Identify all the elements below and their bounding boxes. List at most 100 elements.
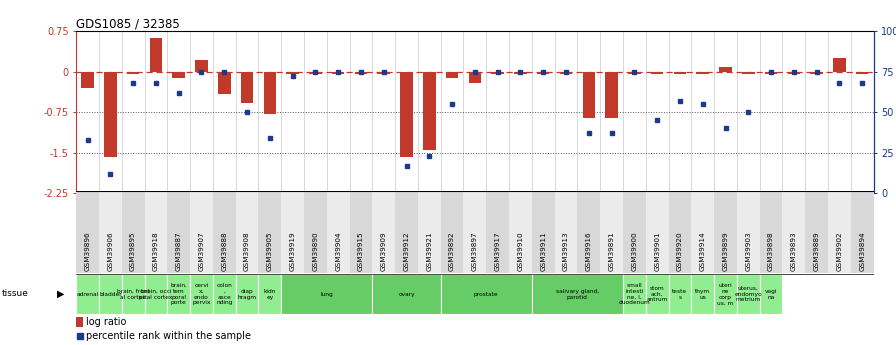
Bar xyxy=(349,191,373,273)
Bar xyxy=(765,71,778,74)
Bar xyxy=(441,274,532,314)
Bar xyxy=(742,71,754,74)
Bar xyxy=(150,38,162,71)
Text: brain, front
al cortex: brain, front al cortex xyxy=(116,289,150,299)
Text: GSM39901: GSM39901 xyxy=(654,231,660,271)
Bar xyxy=(213,191,236,273)
Bar xyxy=(122,191,144,273)
Bar xyxy=(788,71,800,74)
Text: colon
,
asce
nding: colon , asce nding xyxy=(216,283,232,305)
Text: GSM39898: GSM39898 xyxy=(768,231,774,271)
Bar xyxy=(332,71,344,74)
Text: stom
ach,
antrum: stom ach, antrum xyxy=(647,286,668,303)
Text: GSM39905: GSM39905 xyxy=(267,231,272,271)
Bar xyxy=(287,71,299,74)
Bar xyxy=(236,191,258,273)
Bar xyxy=(263,71,276,114)
Bar xyxy=(82,71,94,88)
Text: GSM39920: GSM39920 xyxy=(677,231,683,271)
Bar xyxy=(241,71,254,103)
Bar xyxy=(532,274,623,314)
Bar xyxy=(423,71,435,150)
Text: bladder: bladder xyxy=(99,292,122,297)
Text: kidn
ey: kidn ey xyxy=(263,289,276,299)
Bar xyxy=(418,191,441,273)
Text: log ratio: log ratio xyxy=(86,317,126,327)
Bar xyxy=(99,191,122,273)
Bar xyxy=(373,274,441,314)
Bar xyxy=(582,71,595,118)
Bar xyxy=(99,274,122,314)
Bar xyxy=(737,191,760,273)
Bar xyxy=(258,191,281,273)
Text: percentile rank within the sample: percentile rank within the sample xyxy=(86,331,251,341)
Bar xyxy=(355,71,367,74)
Bar xyxy=(104,71,116,157)
Bar xyxy=(122,274,144,314)
Text: GSM39918: GSM39918 xyxy=(153,231,159,271)
Bar xyxy=(172,71,185,78)
Bar xyxy=(810,71,823,74)
Text: uterus,
endomyo
metrium: uterus, endomyo metrium xyxy=(735,286,762,303)
Text: small
intesti
ne, I,
duodenum: small intesti ne, I, duodenum xyxy=(618,283,650,305)
Bar xyxy=(395,191,418,273)
Bar xyxy=(668,274,692,314)
Text: vagi
na: vagi na xyxy=(765,289,778,299)
Bar xyxy=(168,274,190,314)
Bar xyxy=(714,191,737,273)
Bar xyxy=(377,71,390,74)
Bar xyxy=(737,274,760,314)
Text: GSM39917: GSM39917 xyxy=(495,231,501,271)
Bar xyxy=(760,191,782,273)
Bar xyxy=(856,71,868,74)
Bar xyxy=(446,71,459,78)
Bar xyxy=(668,191,692,273)
Text: GSM39893: GSM39893 xyxy=(791,231,797,271)
Bar xyxy=(195,60,208,71)
Bar xyxy=(646,274,668,314)
Bar xyxy=(577,191,600,273)
Bar xyxy=(806,191,828,273)
Bar xyxy=(76,317,83,327)
Bar xyxy=(281,274,373,314)
Bar xyxy=(441,191,463,273)
Text: GSM39913: GSM39913 xyxy=(563,231,569,271)
Text: thym
us: thym us xyxy=(695,289,711,299)
Bar xyxy=(491,71,504,74)
Text: GSM39897: GSM39897 xyxy=(472,231,478,271)
Text: ovary: ovary xyxy=(398,292,415,297)
Bar xyxy=(127,71,140,74)
Bar xyxy=(218,71,230,94)
Text: prostate: prostate xyxy=(474,292,498,297)
Bar xyxy=(623,274,646,314)
Bar xyxy=(537,71,549,74)
Text: GDS1085 / 32385: GDS1085 / 32385 xyxy=(76,17,180,30)
Text: teste
s: teste s xyxy=(672,289,687,299)
Text: GSM39921: GSM39921 xyxy=(426,231,432,271)
Bar xyxy=(760,274,782,314)
Bar xyxy=(373,191,395,273)
Text: adrenal: adrenal xyxy=(76,292,99,297)
Text: GSM39887: GSM39887 xyxy=(176,231,182,271)
Text: lung: lung xyxy=(321,292,333,297)
Text: GSM39888: GSM39888 xyxy=(221,231,228,271)
Bar xyxy=(628,71,641,74)
Text: GSM39899: GSM39899 xyxy=(722,231,728,271)
Text: cervi
x,
endo
pervix: cervi x, endo pervix xyxy=(193,283,211,305)
Bar xyxy=(600,191,623,273)
Text: brain, occi
pital cortex: brain, occi pital cortex xyxy=(139,289,173,299)
Bar xyxy=(76,191,99,273)
Bar xyxy=(560,71,573,74)
Bar xyxy=(190,274,213,314)
Text: GSM39919: GSM39919 xyxy=(289,231,296,271)
Text: GSM39902: GSM39902 xyxy=(837,231,842,271)
Bar xyxy=(692,274,714,314)
Bar xyxy=(692,191,714,273)
Bar xyxy=(650,71,663,74)
Text: GSM39889: GSM39889 xyxy=(814,231,820,271)
Text: GSM39908: GSM39908 xyxy=(244,231,250,271)
Bar xyxy=(719,67,732,71)
Text: GSM39912: GSM39912 xyxy=(403,231,409,271)
Bar xyxy=(674,71,686,74)
Bar xyxy=(714,274,737,314)
